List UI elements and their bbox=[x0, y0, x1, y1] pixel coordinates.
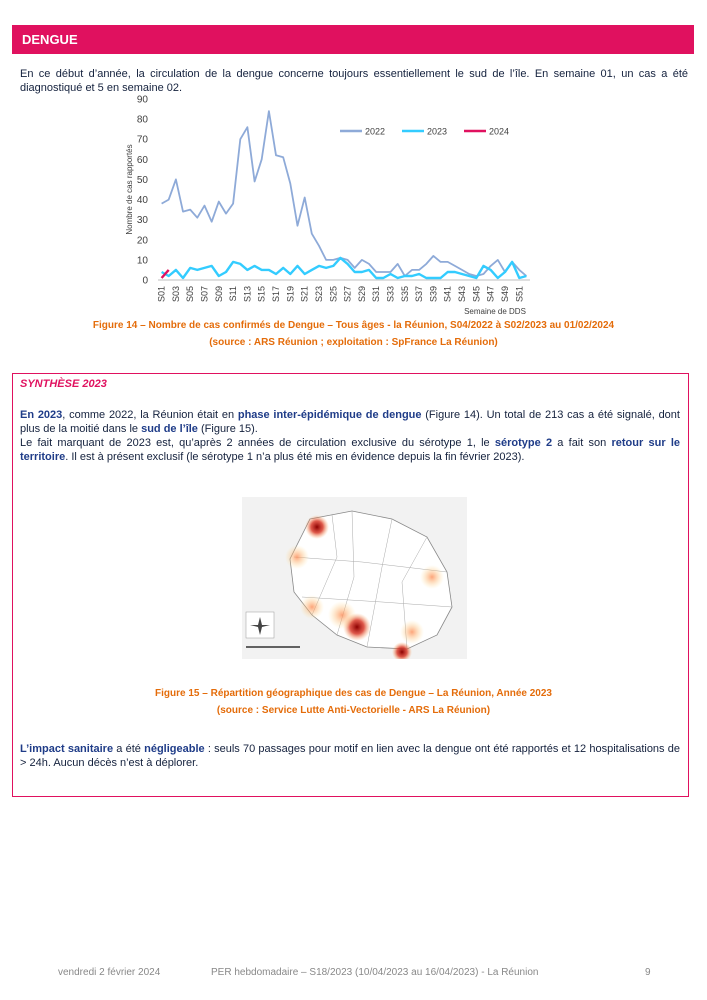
text-run: a été bbox=[113, 743, 145, 755]
emphasis: négligeable bbox=[144, 743, 205, 755]
x-tick-label: S17 bbox=[271, 286, 281, 302]
y-tick-label: 40 bbox=[137, 195, 149, 206]
y-tick-label: 0 bbox=[142, 276, 148, 287]
synthesis-title: SYNTHÈSE 2023 bbox=[20, 378, 107, 390]
legend-label: 2023 bbox=[427, 127, 447, 137]
section-header: DENGUE bbox=[12, 25, 694, 54]
x-tick-label: S39 bbox=[428, 286, 438, 302]
x-tick-label: S51 bbox=[514, 286, 524, 302]
text-run: (Figure 15). bbox=[197, 423, 258, 435]
x-tick-label: S25 bbox=[328, 286, 338, 302]
emphasis: En 2023 bbox=[20, 409, 63, 421]
synthesis-paragraph: Le fait marquant de 2023 est, qu’après 2… bbox=[20, 436, 680, 464]
legend-label: 2022 bbox=[365, 127, 385, 137]
compass-rose bbox=[250, 617, 270, 635]
legend-label: 2024 bbox=[489, 127, 509, 137]
y-tick-label: 60 bbox=[137, 155, 149, 166]
x-tick-label: S01 bbox=[157, 286, 167, 302]
x-tick-label: S47 bbox=[486, 286, 496, 302]
emphasis: L’impact sanitaire bbox=[20, 743, 114, 755]
series-line bbox=[160, 269, 170, 279]
x-tick-label: S11 bbox=[228, 286, 238, 301]
x-tick-label: S27 bbox=[343, 286, 353, 302]
figure-caption: Figure 15 – Répartition géographique des… bbox=[155, 688, 552, 699]
y-axis-title: Nombre de cas rapportés bbox=[125, 144, 134, 234]
text-run: : seuls 70 passages pour motif en lien a… bbox=[20, 743, 680, 769]
y-tick-label: 10 bbox=[137, 255, 149, 266]
series-line bbox=[161, 256, 527, 280]
x-tick-label: S23 bbox=[314, 286, 324, 302]
y-tick-label: 20 bbox=[137, 235, 149, 246]
synthesis-paragraph: En 2023, comme 2022, la Réunion était en… bbox=[20, 408, 680, 436]
x-axis-title: Semaine de DDS bbox=[464, 307, 526, 316]
x-tick-label: S21 bbox=[300, 286, 310, 302]
x-tick-label: S19 bbox=[285, 286, 295, 302]
x-tick-label: S05 bbox=[185, 286, 195, 302]
text-run: (Figure 14). Un total de 213 cas a été s… bbox=[20, 409, 680, 435]
x-tick-label: S43 bbox=[457, 286, 467, 302]
synthesis-box bbox=[12, 373, 689, 797]
emphasis: sérotype 2 bbox=[494, 437, 553, 449]
text-run: a fait son bbox=[552, 437, 612, 449]
x-tick-label: S35 bbox=[400, 286, 410, 302]
chart: 0 10 20 30 40 50 60 70 80 90 S01 S03 S05 S07 S09 S11 S13… bbox=[125, 95, 530, 316]
text-run: Le fait marquant de 2023 est, qu’après 2… bbox=[20, 437, 495, 449]
x-tick-label: S07 bbox=[200, 286, 210, 302]
y-tick-label: 90 bbox=[137, 95, 149, 106]
figure-source: (source : Service Lutte Anti-Vectorielle… bbox=[216, 705, 491, 716]
x-tick-label: S49 bbox=[500, 286, 510, 302]
figure-caption: Figure 14 – Nombre de cas confirmés de D… bbox=[92, 320, 615, 331]
x-tick-label: S37 bbox=[414, 286, 424, 302]
figure-source: (source : ARS Réunion ; exploitation : S… bbox=[209, 337, 498, 348]
y-tick-label: 70 bbox=[137, 135, 149, 146]
footer-publication: PER hebdomadaire – S18/2023 (10/04/2023 … bbox=[211, 967, 539, 978]
map bbox=[242, 497, 467, 659]
x-tick-label: S13 bbox=[242, 286, 252, 302]
intro: En ce début d’année, la circulation de l… bbox=[20, 68, 688, 94]
y-tick-label: 80 bbox=[137, 115, 149, 126]
y-tick-label: 50 bbox=[137, 175, 149, 186]
x-tick-label: S31 bbox=[371, 286, 381, 302]
x-tick-label: S15 bbox=[257, 286, 267, 302]
x-tick-label: S45 bbox=[471, 286, 481, 302]
text-run: . Il est à présent exclusif (le sérotype… bbox=[65, 451, 525, 463]
footer-date: vendredi 2 février 2024 bbox=[58, 967, 161, 978]
x-tick-label: S41 bbox=[443, 286, 453, 302]
series-line bbox=[161, 110, 527, 277]
y-tick-label: 30 bbox=[137, 215, 149, 226]
emphasis: phase inter-épidémique de dengue bbox=[237, 409, 422, 421]
emphasis: retour sur le territoire bbox=[20, 437, 680, 463]
emphasis: sud de l’île bbox=[141, 423, 198, 435]
x-tick-label: S29 bbox=[357, 286, 367, 302]
x-tick-label: S03 bbox=[171, 286, 181, 302]
x-tick-label: S33 bbox=[386, 286, 396, 302]
text-run: , comme 2022, la Réunion était en bbox=[62, 409, 238, 421]
page-number: 9 bbox=[645, 967, 651, 978]
conclusion: L’impact sanitaire a été négligeable : s… bbox=[20, 742, 680, 770]
x-tick-label: S09 bbox=[214, 286, 224, 302]
